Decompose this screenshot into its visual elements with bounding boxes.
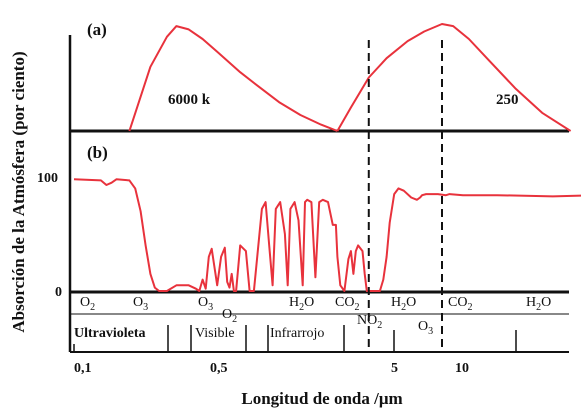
annotation-250: 250 — [496, 92, 519, 108]
x-axis-title: Longitud de onda /μm — [241, 389, 402, 408]
gas-label-o3-2: O3 — [198, 295, 213, 313]
dashed-lines-layer — [367, 40, 443, 352]
blackbody-curve-250 — [336, 23, 572, 132]
x-tick-label-10: 10 — [455, 361, 469, 376]
gas-label-o2-1: O2 — [80, 295, 95, 313]
y-tick-0: 0 — [55, 285, 62, 300]
gas-label-no2: NO2 — [357, 313, 382, 331]
x-tick-label-0-1: 0,1 — [74, 361, 92, 376]
gas-labels: O2 O3 O3 O2 H2O CO2 NO2 H2O O3 CO2 H2O — [80, 295, 551, 337]
gas-label-co2-2: CO2 — [448, 295, 472, 313]
blackbody-curve-6000k — [128, 25, 338, 132]
gas-label-o2-2: O2 — [222, 307, 237, 325]
panel-b-label: (b) — [87, 143, 108, 162]
absorption-curve — [73, 178, 581, 292]
panel-a-label: (a) — [87, 20, 107, 39]
gas-label-h2o-3: H2O — [526, 295, 551, 313]
gas-label-o3-1: O3 — [133, 295, 148, 313]
x-tick-label-0-5: 0,5 — [210, 361, 228, 376]
x-tick-label-5: 5 — [391, 361, 398, 376]
region-label-visible: Visible — [195, 326, 235, 341]
region-label-infrared: Infrarrojo — [270, 326, 324, 341]
gas-label-h2o-1: H2O — [289, 295, 314, 313]
y-axis-title: Absorción de la Atmósfera (por ciento) — [9, 51, 28, 332]
gas-label-o3-3: O3 — [418, 319, 433, 337]
y-tick-100: 100 — [37, 171, 58, 186]
gas-label-h2o-2: H2O — [391, 295, 416, 313]
gas-label-co2-1: CO2 — [335, 295, 359, 313]
curves-layer — [73, 23, 581, 292]
annotation-6000k: 6000 k — [168, 92, 211, 108]
region-label-ultraviolet: Ultravioleta — [74, 326, 146, 341]
